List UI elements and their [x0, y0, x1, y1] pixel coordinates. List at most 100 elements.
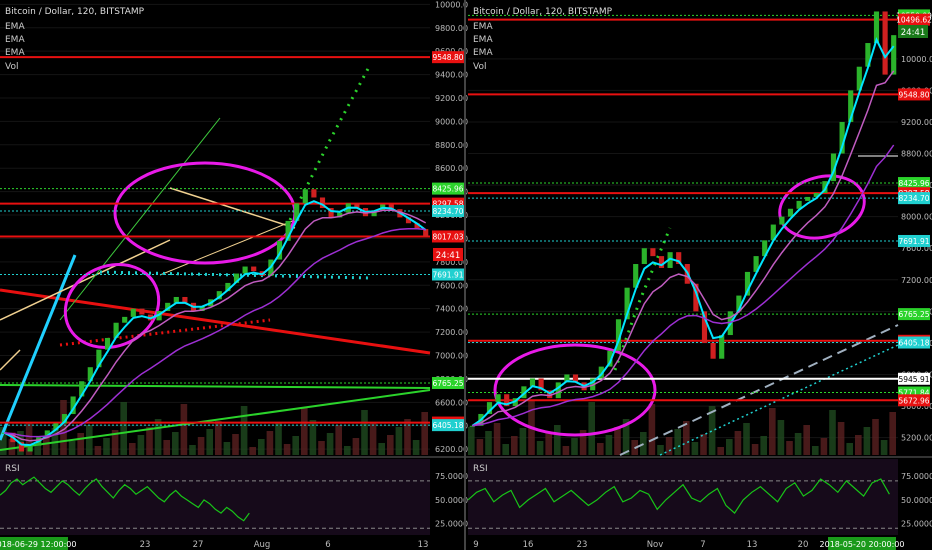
right-volume-bars — [468, 400, 896, 455]
left-volume-bar — [395, 427, 403, 455]
right-indicator-1[interactable]: EMA — [473, 22, 493, 32]
right-volume-bar — [519, 428, 527, 455]
right-price-label-badge — [898, 192, 930, 205]
right-volume-bar — [812, 446, 819, 455]
left-volume-bar — [34, 444, 41, 455]
right-candle — [486, 402, 493, 414]
left-volume-bar — [86, 425, 93, 455]
left-y-tick-label: 9000.00 — [435, 117, 468, 126]
left-candle — [113, 322, 119, 338]
right-indicator-2[interactable]: EMA — [473, 35, 493, 45]
left-candle — [225, 282, 231, 292]
left-volume-bar — [266, 431, 274, 455]
left-candle — [251, 266, 257, 272]
left-price-label: 8017.03 — [432, 232, 463, 241]
left-green-horizontal-trendline — [0, 384, 431, 389]
left-y-tick-label: 8800.00 — [435, 141, 468, 150]
right-price-label: 5945.91 — [898, 375, 929, 384]
left-volume-bar — [43, 436, 50, 455]
left-indicator-2[interactable]: EMA — [5, 35, 25, 45]
right-volume-bar — [485, 431, 492, 455]
right-volume-bar — [777, 420, 785, 455]
left-y-tick-label: 10000.00 — [435, 0, 473, 9]
right-x-tick-label: 23 — [577, 540, 588, 550]
right-candle — [779, 216, 785, 225]
right-price-label-badge — [898, 394, 930, 407]
left-volume-bar — [0, 427, 7, 455]
left-candle — [27, 445, 33, 452]
left-chart-panel[interactable]: 10000.009800.009600.009400.009200.009000… — [0, 0, 473, 455]
right-volume-bar — [743, 423, 750, 455]
left-green-channel-line — [59, 117, 221, 321]
right-volume-bar — [605, 435, 613, 455]
left-volume-bar — [146, 427, 153, 455]
left-drawings — [0, 64, 431, 451]
right-rsi-panel[interactable]: RSI 75.0000 50.0000 25.0000 — [467, 459, 932, 535]
left-y-tick-label: 7800.00 — [435, 258, 468, 267]
left-volume-bar — [223, 442, 231, 455]
right-candle — [469, 425, 475, 427]
left-candle — [423, 229, 429, 237]
left-candle — [242, 266, 248, 274]
right-legend: Bitcoin / Dollar, 120, BITSTAMP EMA EMA … — [473, 7, 613, 72]
right-y-tick-label: 8000.00 — [901, 213, 932, 222]
right-volume-bar — [648, 404, 656, 455]
right-volume-bar — [708, 406, 716, 455]
left-volume-bar — [197, 437, 205, 455]
right-price-label: 9548.80 — [898, 90, 929, 99]
left-volume-bar — [404, 419, 411, 455]
right-candle — [650, 248, 656, 257]
right-volume-bar — [760, 436, 767, 455]
left-tan-channel-line — [0, 239, 171, 321]
right-volume-bar — [786, 441, 793, 455]
right-candle — [822, 181, 828, 193]
left-indicator-3[interactable]: EMA — [5, 48, 25, 58]
left-red-downtrend-line — [0, 288, 431, 355]
left-rsi-panel[interactable]: RSI 75.0000 50.0000 25.0000 — [0, 459, 468, 535]
left-volume-bar — [215, 421, 222, 455]
right-candle — [873, 11, 880, 44]
left-y-tick-label: 7400.00 — [435, 305, 468, 314]
left-volume-bar — [94, 446, 102, 455]
left-y-tick-label: 7600.00 — [435, 281, 468, 290]
right-volume-bar — [700, 434, 707, 455]
right-candle — [744, 271, 751, 296]
left-ema-line-3 — [4, 227, 426, 438]
left-candle — [294, 203, 300, 221]
left-y-tick-label: 8600.00 — [435, 164, 468, 173]
left-y-tick-label: 7000.00 — [435, 352, 468, 361]
right-candle — [529, 378, 536, 387]
right-x-tick-label: 7 — [700, 540, 705, 550]
right-volume-bar — [622, 419, 630, 455]
left-breakout-highlight-ellipse — [63, 262, 161, 350]
right-candle — [719, 335, 725, 359]
left-price-series — [1, 189, 429, 452]
right-candle — [633, 264, 639, 288]
right-rsi-background — [468, 459, 898, 535]
right-price-axis: 10000.009600.009200.008800.008400.008000… — [896, 9, 932, 443]
right-volume-bar — [880, 440, 888, 455]
right-volume-bar — [829, 410, 836, 455]
right-price-label: 5672.96 — [898, 396, 929, 405]
left-volume-bar — [180, 404, 188, 455]
left-x-tick-label: 27 — [193, 540, 204, 550]
right-indicator-3[interactable]: EMA — [473, 48, 493, 58]
right-time-axis: 91623Nov7132027 — [473, 540, 865, 550]
left-candle — [130, 308, 136, 317]
left-candle — [61, 414, 68, 424]
right-candle — [710, 342, 716, 359]
left-candle — [354, 203, 360, 209]
right-volume-bar — [683, 421, 690, 455]
right-volume-bar — [588, 402, 595, 455]
right-candle — [598, 366, 604, 379]
left-indicator-vol[interactable]: Vol — [5, 62, 18, 72]
left-volume-bar — [8, 439, 16, 455]
right-end-date-badge — [828, 537, 896, 550]
left-volume-bar — [369, 422, 377, 455]
right-chart-panel[interactable]: 10000.009600.009200.008800.008400.008000… — [468, 0, 932, 456]
right-candle — [641, 248, 647, 265]
left-indicator-1[interactable]: EMA — [5, 22, 25, 32]
left-volume-bar — [301, 408, 308, 455]
left-small-tan-line — [0, 349, 21, 371]
right-indicator-vol[interactable]: Vol — [473, 62, 486, 72]
